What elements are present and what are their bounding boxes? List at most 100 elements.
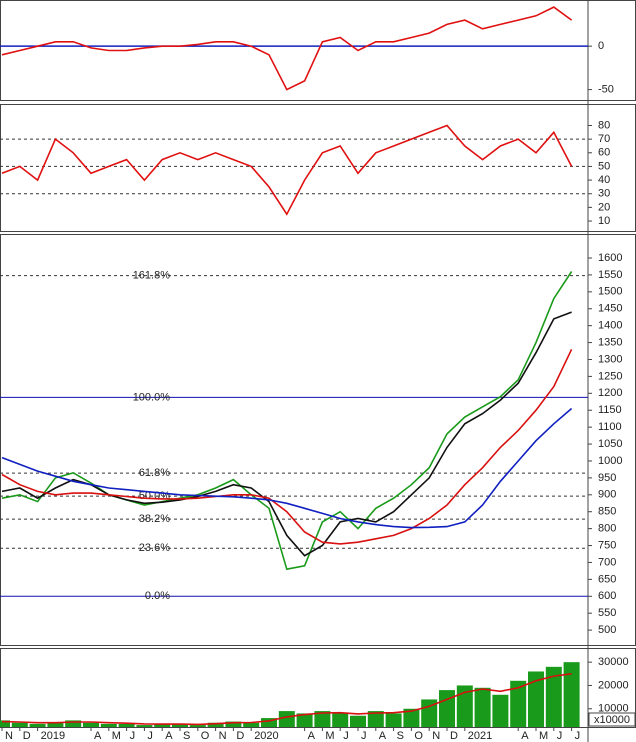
y-tick-label: 900 xyxy=(598,489,616,501)
x-tick-label: N xyxy=(432,730,440,742)
y-tick-label: 750 xyxy=(598,539,616,551)
volume-bar xyxy=(367,711,384,727)
volume-bar xyxy=(545,666,562,727)
y-tick-label: 10 xyxy=(598,215,610,227)
y-tick-label: 10000 xyxy=(598,703,629,715)
y-tick-label: 80 xyxy=(598,119,610,131)
fib-label: 61.8% xyxy=(139,467,170,479)
fib-label: 38.2% xyxy=(139,513,170,525)
y-tick-label: 1600 xyxy=(598,252,622,264)
volume-bar xyxy=(65,720,82,727)
x-tick-label: A xyxy=(308,730,316,742)
volume-bar xyxy=(243,722,260,727)
volume-bar xyxy=(403,708,420,727)
volume-bar xyxy=(225,721,242,727)
x-tick-label: 2021 xyxy=(468,730,492,742)
y-tick-label: 850 xyxy=(598,506,616,518)
y-tick-label: 20 xyxy=(598,201,610,213)
y-tick-label: 1150 xyxy=(598,404,622,416)
x-tick-label: D xyxy=(450,730,458,742)
x-tick-label: D xyxy=(236,730,244,742)
y-tick-label: 0 xyxy=(598,40,604,52)
y-tick-label: 800 xyxy=(598,523,616,535)
volume-bar xyxy=(528,671,544,727)
x-tick-label: D xyxy=(23,730,31,742)
x-tick-label: M xyxy=(325,730,334,742)
volume-bar xyxy=(296,713,313,727)
x-tick-label: O xyxy=(414,730,423,742)
x-tick-label: J xyxy=(361,730,367,742)
series-line xyxy=(1,348,573,545)
unit-label: x10000 xyxy=(594,714,630,726)
x-tick-label: J xyxy=(147,730,153,742)
y-tick-label: 1450 xyxy=(598,303,622,315)
volume-bar xyxy=(100,723,117,727)
x-tick-label: M xyxy=(539,730,548,742)
series-line xyxy=(1,6,573,91)
x-tick-label: A xyxy=(165,730,173,742)
series-line xyxy=(1,271,573,571)
x-tick-label: O xyxy=(201,730,210,742)
y-tick-label: -50 xyxy=(598,83,614,95)
y-tick-label: 30000 xyxy=(598,656,629,668)
volume-bar xyxy=(439,690,455,727)
y-tick-label: 1300 xyxy=(598,353,622,365)
volume-bar xyxy=(154,723,171,727)
volume-bar xyxy=(492,694,509,727)
y-tick-label: 1400 xyxy=(598,320,622,332)
y-tick-label: 700 xyxy=(598,556,616,568)
volume-bar xyxy=(385,713,402,727)
y-tick-label: 70 xyxy=(598,133,610,145)
volume-bar xyxy=(189,725,206,727)
fib-label: 100.0% xyxy=(133,391,171,403)
y-tick-label: 20000 xyxy=(598,679,629,691)
volume-bar xyxy=(563,662,580,727)
volume-bar xyxy=(118,723,135,727)
y-tick-label: 1050 xyxy=(598,438,622,450)
x-tick-label: S xyxy=(397,730,404,742)
volume-bar xyxy=(510,680,527,727)
volume-bar xyxy=(350,715,366,727)
volume-bar xyxy=(11,722,28,727)
x-tick-label: J xyxy=(575,730,581,742)
x-tick-label: J xyxy=(557,730,563,742)
x-tick-label: S xyxy=(183,730,190,742)
volume-bar xyxy=(261,718,277,727)
series-line xyxy=(1,673,572,726)
y-tick-label: 1000 xyxy=(598,455,622,467)
y-tick-label: 50 xyxy=(598,160,610,172)
volume-bar xyxy=(0,720,10,727)
panel-frame xyxy=(0,104,636,232)
x-tick-label: A xyxy=(94,730,102,742)
volume-bar xyxy=(278,711,295,727)
y-tick-label: 1200 xyxy=(598,387,622,399)
x-tick-label: A xyxy=(521,730,529,742)
x-tick-label: A xyxy=(379,730,387,742)
y-tick-label: 550 xyxy=(598,607,616,619)
x-tick-label: M xyxy=(112,730,121,742)
y-tick-label: 1100 xyxy=(598,421,622,433)
y-tick-label: 650 xyxy=(598,573,616,585)
volume-bar xyxy=(83,722,99,727)
y-tick-label: 40 xyxy=(598,174,610,186)
fib-label: 161.8% xyxy=(133,270,171,282)
fib-label: 23.6% xyxy=(139,542,170,554)
y-tick-label: 500 xyxy=(598,624,616,636)
series-line xyxy=(1,407,573,529)
volume-bar xyxy=(207,722,224,727)
y-tick-label: 1550 xyxy=(598,269,622,281)
volume-bar xyxy=(314,711,331,727)
volume-bar xyxy=(172,723,188,727)
series-line xyxy=(1,124,573,216)
x-tick-label: N xyxy=(219,730,227,742)
volume-bar xyxy=(456,685,473,727)
fib-label: 0.0% xyxy=(145,590,170,602)
unit-box xyxy=(588,712,636,727)
volume-bar xyxy=(136,725,153,727)
y-tick-label: 1500 xyxy=(598,286,622,298)
x-tick-label: 2020 xyxy=(254,730,278,742)
volume-bar xyxy=(332,713,349,727)
x-tick-label: 2019 xyxy=(41,730,65,742)
volume-bar xyxy=(29,723,46,727)
